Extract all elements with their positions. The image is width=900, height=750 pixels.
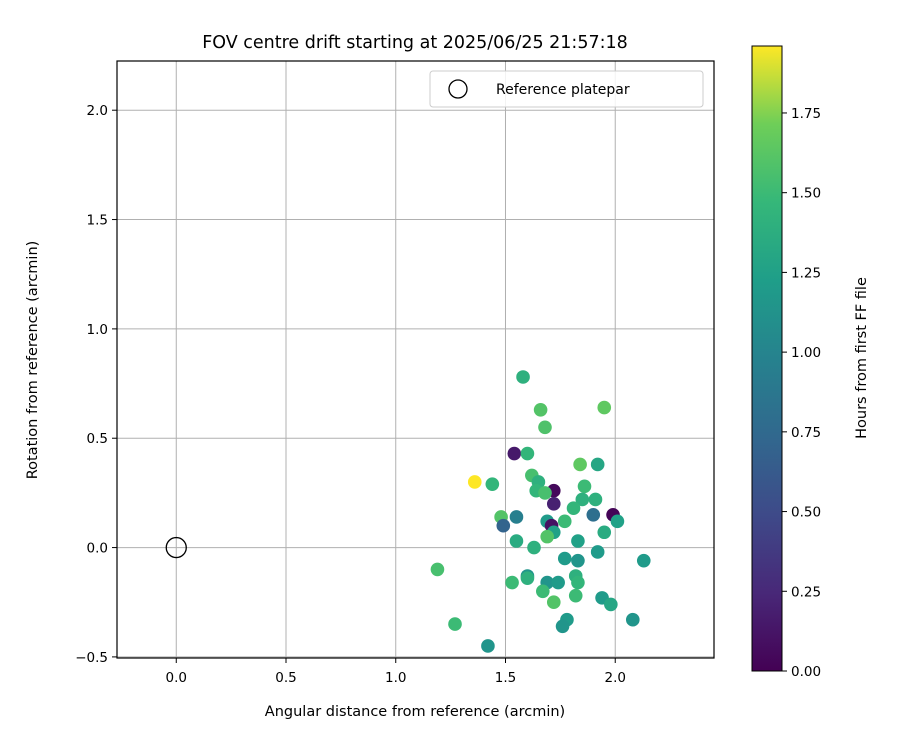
colorbar xyxy=(751,45,783,672)
reference-point xyxy=(165,536,187,559)
colorbar-tick-label: 1.25 xyxy=(791,265,821,281)
x-tick-label: 1.0 xyxy=(385,670,406,686)
data-point xyxy=(557,514,572,529)
colorbar-tick-label: 0.75 xyxy=(791,425,821,441)
data-point xyxy=(557,551,572,566)
data-point xyxy=(448,617,462,631)
colorbar-tick-label: 1.75 xyxy=(791,106,821,122)
colorbar-label: Hours from first FF file xyxy=(854,277,870,439)
data-point xyxy=(540,529,554,544)
data-point xyxy=(538,420,552,435)
legend: Reference platepar xyxy=(429,70,704,108)
data-point xyxy=(485,477,500,491)
data-point xyxy=(604,597,618,612)
data-point xyxy=(566,501,581,516)
grid-lines xyxy=(117,61,714,658)
x-tick-label: 0.0 xyxy=(166,670,187,686)
data-point xyxy=(571,553,585,568)
y-tick-label: 2.0 xyxy=(87,103,108,119)
plot-frame xyxy=(116,60,715,659)
colorbar-ticks: 0.00 0.25 0.50 0.75 1.00 1.25 1.50 1.75 xyxy=(782,106,821,680)
x-tick-label: 0.5 xyxy=(275,670,296,686)
colorbar-tick-label: 1.00 xyxy=(791,345,821,361)
colorbar-tick-label: 1.50 xyxy=(791,186,821,202)
data-point xyxy=(571,575,585,590)
legend-label: Reference platepar xyxy=(496,82,630,98)
data-point xyxy=(625,612,640,627)
x-tick-label: 1.5 xyxy=(495,670,516,686)
data-point xyxy=(588,492,603,507)
data-point xyxy=(430,562,445,577)
data-point xyxy=(551,575,565,590)
data-point xyxy=(509,534,524,548)
colorbar-tick-label: 0.50 xyxy=(791,505,821,521)
colorbar-tick-label: 0.00 xyxy=(791,664,821,680)
data-points xyxy=(430,370,651,653)
data-point xyxy=(555,619,570,634)
data-point xyxy=(568,588,583,603)
data-point xyxy=(575,492,590,507)
data-point xyxy=(527,540,541,555)
reference-marker xyxy=(165,536,187,559)
legend-box xyxy=(429,70,704,108)
data-point xyxy=(590,457,605,472)
data-point xyxy=(610,514,625,529)
data-point xyxy=(509,510,524,524)
data-point xyxy=(577,479,592,494)
data-point xyxy=(505,575,519,590)
x-axis-label: Angular distance from reference (arcmin) xyxy=(265,704,565,720)
colorbar-tick-label: 0.25 xyxy=(791,584,821,600)
data-point xyxy=(496,518,511,533)
data-point xyxy=(467,475,482,489)
x-axis-ticks: 0.0 0.5 1.0 1.5 2.0 xyxy=(166,658,626,686)
data-point xyxy=(586,507,601,522)
data-point xyxy=(636,553,651,568)
data-point xyxy=(516,370,530,384)
data-point xyxy=(571,534,585,548)
y-tick-label: 1.5 xyxy=(87,213,108,229)
y-tick-label: 1.0 xyxy=(87,322,108,338)
y-tick-label: 0.5 xyxy=(87,431,108,447)
chart-title: FOV centre drift starting at 2025/06/25 … xyxy=(202,33,628,53)
data-point xyxy=(597,400,612,415)
data-point xyxy=(573,457,587,472)
data-point xyxy=(536,584,550,599)
data-point xyxy=(533,402,548,417)
x-tick-label: 2.0 xyxy=(604,670,625,686)
data-point xyxy=(546,595,561,610)
y-axis-ticks: −0.5 0.0 0.5 1.0 1.5 2.0 xyxy=(75,103,117,666)
legend-marker-icon xyxy=(448,79,468,99)
data-point xyxy=(590,545,605,559)
data-point xyxy=(507,446,522,461)
data-point xyxy=(520,446,535,461)
data-point xyxy=(520,571,535,585)
y-tick-label: 0.0 xyxy=(87,541,108,557)
data-point xyxy=(481,639,495,653)
data-point xyxy=(538,486,552,500)
data-point xyxy=(546,497,561,511)
y-tick-label: −0.5 xyxy=(75,650,108,666)
y-axis-label: Rotation from reference (arcmin) xyxy=(25,241,41,480)
data-point xyxy=(597,525,612,540)
